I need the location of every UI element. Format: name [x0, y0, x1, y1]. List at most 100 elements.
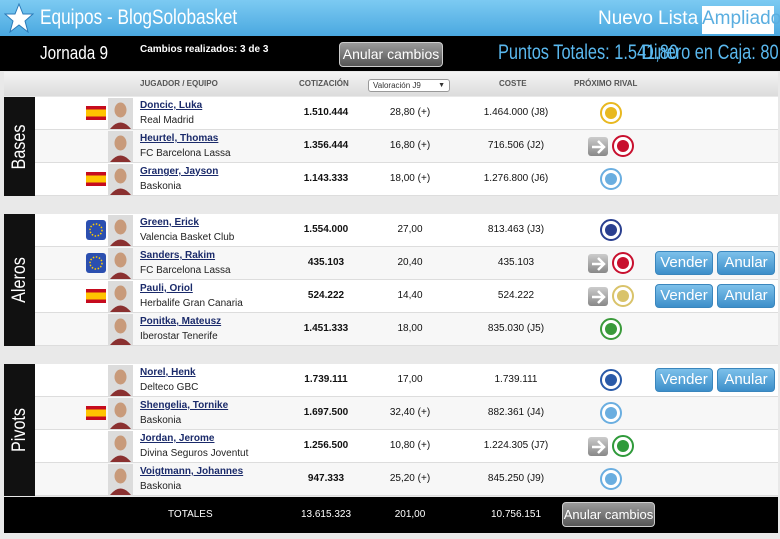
flag-es: [86, 106, 106, 120]
group-name: Bases: [8, 124, 30, 169]
player-photo: [108, 431, 133, 462]
price: 1.451.333: [303, 323, 349, 334]
rating: 18,00 (+): [389, 173, 431, 184]
cash: Dinero en Caja: 80.819: [642, 41, 780, 64]
rating: 32,40 (+): [389, 407, 431, 418]
price: 1.554.000: [303, 224, 349, 235]
action-button[interactable]: Vender: [655, 251, 713, 275]
price: 524.222: [307, 290, 345, 301]
totals-label: TOTALES: [168, 509, 213, 520]
select-arrow: ▼: [438, 82, 445, 89]
undo-button[interactable]: Anular cambios: [339, 42, 443, 67]
select-label: Valoración J9: [373, 81, 421, 90]
rating: 27,00: [397, 224, 423, 235]
price: 1.356.444: [303, 140, 349, 151]
col-rival: PRÓXIMO RIVAL: [574, 79, 638, 88]
player-name[interactable]: Granger, Jayson: [140, 166, 219, 177]
rival-logo: [599, 467, 623, 491]
rating-select[interactable]: Valoración J9 ▼: [368, 79, 450, 92]
player-name[interactable]: Pauli, Oriol: [140, 283, 193, 294]
player-photo: [108, 281, 133, 312]
player-row: [35, 97, 778, 130]
player-photo: [108, 365, 133, 396]
rating: 20,40: [397, 257, 423, 268]
flag-eu: [86, 220, 106, 240]
col-price: COTIZACIÓN: [299, 79, 349, 88]
tab[interactable]: Nuevo: [598, 8, 653, 29]
action-button[interactable]: Anular: [717, 251, 775, 275]
player-team: Iberostar Tenerife: [140, 331, 218, 342]
cost: 1.464.000 (J8): [483, 107, 549, 118]
app-title: Equipos - BlogSolobasket: [40, 6, 238, 29]
player-team: Delteco GBC: [140, 382, 199, 393]
totals-rating: 201,00: [394, 509, 426, 520]
away-icon: [588, 137, 608, 156]
price: 1.510.444: [303, 107, 349, 118]
away-icon: [588, 287, 608, 306]
player-row: [35, 364, 778, 397]
player-team: Real Madrid: [140, 115, 194, 126]
player-row: [35, 397, 778, 430]
rating: 10,80 (+): [389, 440, 431, 451]
away-icon: [588, 254, 608, 273]
header-bar: [0, 0, 780, 36]
player-photo: [108, 131, 133, 162]
player-name[interactable]: Green, Erick: [140, 217, 199, 228]
cost: 1.224.305 (J7): [483, 440, 549, 451]
player-name[interactable]: Norel, Henk: [140, 367, 196, 378]
player-photo: [108, 314, 133, 345]
player-photo: [108, 215, 133, 246]
player-name[interactable]: Jordan, Jerome: [140, 433, 215, 444]
round: Jornada 9: [40, 43, 109, 63]
cost: 845.250 (J9): [487, 473, 545, 484]
player-team: Divina Seguros Joventut: [140, 448, 249, 459]
cost: 882.361 (J4): [487, 407, 545, 418]
rival-logo: [611, 251, 635, 275]
player-team: Baskonia: [140, 415, 182, 426]
player-name[interactable]: Heurtel, Thomas: [140, 133, 219, 144]
rival-logo: [611, 434, 635, 458]
cost: 716.506 (J2): [487, 140, 545, 151]
player-photo: [108, 98, 133, 129]
action-button[interactable]: Anular: [717, 368, 775, 392]
price: 1.143.333: [303, 173, 349, 184]
player-team: Baskonia: [140, 481, 182, 492]
player-photo: [108, 398, 133, 429]
action-button[interactable]: Vender: [655, 368, 713, 392]
player-row: [35, 214, 778, 247]
undo-button[interactable]: Anular cambios: [562, 502, 655, 527]
player-team: Valencia Basket Club: [140, 232, 235, 243]
logo-star: [3, 2, 35, 34]
tab[interactable]: Ampliado: [702, 6, 780, 34]
away-icon: [588, 437, 608, 456]
cost: 1.276.800 (J6): [483, 173, 549, 184]
totals-cost: 10.756.151: [490, 509, 542, 520]
action-button[interactable]: Anular: [717, 284, 775, 308]
rival-logo: [611, 134, 635, 158]
player-name[interactable]: Doncic, Luka: [140, 100, 203, 111]
rival-logo: [599, 401, 623, 425]
player-row: [35, 247, 778, 280]
player-name[interactable]: Shengelia, Tornike: [140, 400, 229, 411]
rating: 16,80 (+): [389, 140, 431, 151]
player-name[interactable]: Ponitka, Mateusz: [140, 316, 222, 327]
price: 947.333: [307, 473, 345, 484]
action-button[interactable]: Vender: [655, 284, 713, 308]
price: 1.739.111: [304, 374, 348, 385]
cost: 813.463 (J3): [487, 224, 545, 235]
player-name[interactable]: Voigtmann, Johannes: [140, 466, 244, 477]
group-name: Pivots: [8, 408, 30, 452]
player-row: [35, 430, 778, 463]
rating: 18,00: [397, 323, 423, 334]
player-team: Herbalife Gran Canaria: [140, 298, 243, 309]
flag-es: [86, 172, 106, 186]
rating: 28,80 (+): [389, 107, 431, 118]
points: Puntos Totales: 1.541,80: [498, 41, 679, 64]
player-name[interactable]: Sanders, Rakim: [140, 250, 216, 261]
player-row: [35, 163, 778, 196]
totals-price: 13.615.323: [300, 509, 352, 520]
cost: 435.103: [497, 257, 535, 268]
tab[interactable]: Lista: [658, 8, 699, 29]
rival-logo: [599, 167, 623, 191]
